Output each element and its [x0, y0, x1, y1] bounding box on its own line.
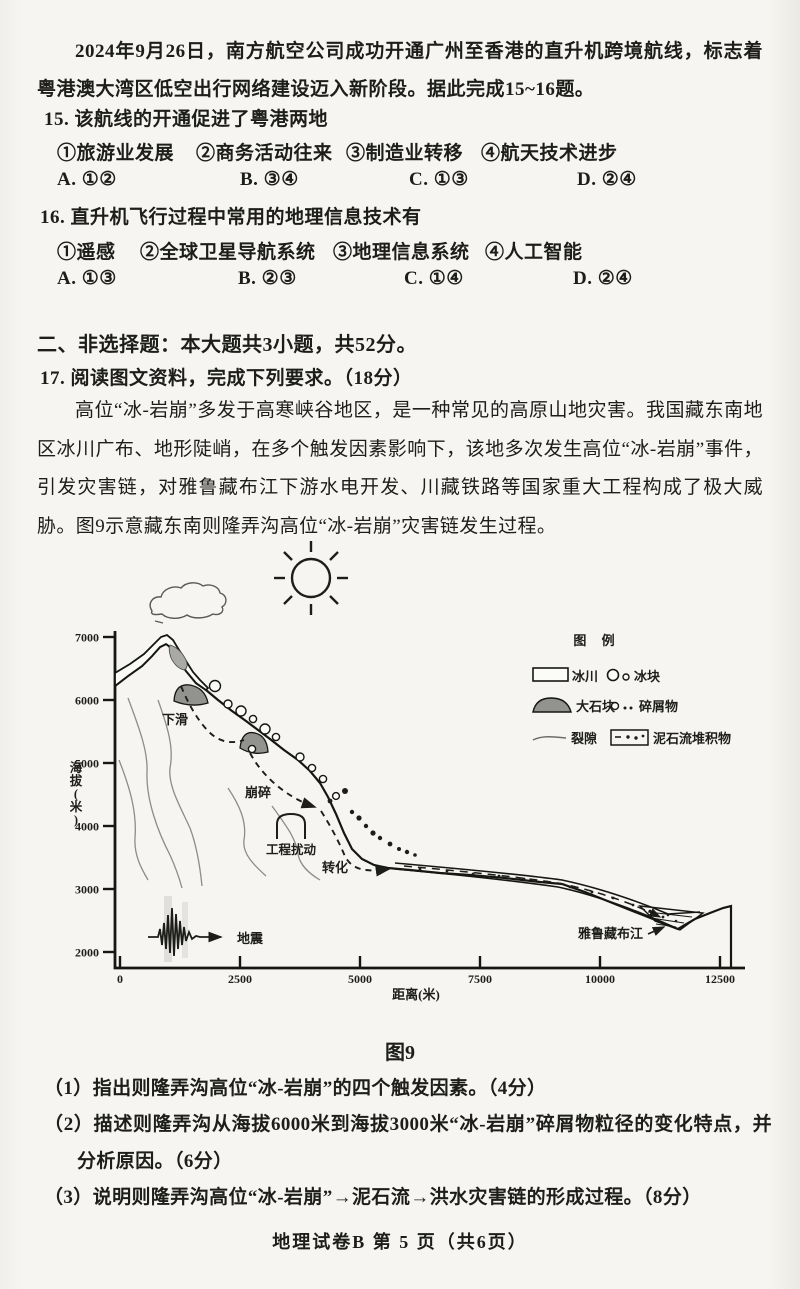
- transform-label: 转化: [322, 860, 348, 875]
- x-tick-label: 10000: [585, 972, 615, 986]
- river-shape: [638, 905, 705, 931]
- y-tick-label: 7000: [75, 631, 99, 645]
- engineering-label: 工程扰动: [266, 842, 317, 857]
- legend-fissure-swatch: [532, 736, 567, 741]
- earthquake-seismograph: 地震: [148, 896, 264, 962]
- intro-paragraph: 2024年9月26日，南方航空公司成功开通广州至香港的直升机跨境航线，标志着粤港…: [37, 41, 763, 100]
- figure-axes: [113, 631, 745, 970]
- legend-iceblock-swatch-small: [622, 673, 630, 681]
- legend-debris-swatch-dot2: [629, 706, 633, 710]
- x-tick-label: 2500: [228, 972, 252, 986]
- legend-deposit-swatch-dot3: [641, 734, 645, 738]
- q15-option-2: ②商务活动往来: [196, 143, 333, 164]
- x-tick-label: 0: [117, 972, 123, 986]
- fissure-lines: [118, 697, 321, 889]
- q15-choice-a: A. ①②: [57, 169, 117, 190]
- q17-stem: 17. 阅读图文资料，完成下列要求。（18分）: [40, 368, 413, 389]
- earthquake-label: 地震: [237, 931, 264, 946]
- tunnel-icon: [276, 812, 306, 839]
- q17-passage: 高位“冰-岩崩”多发于高寒峡谷地区，是一种常见的高原山地灾害。我国藏东南地区冰川…: [37, 400, 763, 537]
- y-tick-label: 3000: [75, 883, 99, 897]
- legend-debris-label: 碎屑物: [639, 699, 678, 714]
- y-axis-ticks: 7000 6000 5000 4000 3000 2000: [75, 631, 115, 960]
- ice-blocks: [208, 679, 341, 801]
- y-tick-label: 2000: [75, 946, 99, 960]
- q16-options-row: ①遥感 ②全球卫星导航系统 ③地理信息系统 ④人工智能: [0, 237, 800, 267]
- legend-deposit-swatch-dot1: [626, 735, 630, 739]
- legend-deposit-swatch-dot2: [634, 736, 638, 740]
- legend-glacier-label: 冰川: [572, 669, 598, 684]
- q16-choice-b: B. ②③: [238, 268, 297, 289]
- q15-choice-c: C. ①③: [409, 169, 469, 190]
- figure-legend: 图 例 冰川 冰块 大石块 碎屑物 裂隙 泥石流堆积物: [532, 633, 731, 746]
- section2-heading: 二、非选择题：本大题共3小题，共52分。: [37, 334, 417, 356]
- q15-choices-row: A. ①② B. ③④ C. ①③ D. ②④: [0, 168, 800, 198]
- q17-subquestion-2: （2）描述则隆弄沟从海拔6000米到海拔3000米“冰-岩崩”碎屑物粒径的变化特…: [44, 1114, 772, 1172]
- q15-choice-d: D. ②④: [577, 169, 637, 190]
- q15-option-4: ④航天技术进步: [481, 143, 618, 164]
- q15-stem: 15. 该航线的开通促进了粤港两地: [44, 109, 329, 130]
- fragment-label: 崩碎: [245, 785, 271, 800]
- slide-label: 下滑: [162, 712, 188, 727]
- sun-icon: [274, 541, 348, 615]
- legend-fissure-label: 裂隙: [570, 731, 597, 746]
- glacier-ice-mass: [168, 644, 188, 671]
- legend-glacier-swatch: [532, 667, 569, 682]
- page-footer: 地理试卷B 第 5 页（共6页）: [272, 1232, 528, 1252]
- glacier-shape: [114, 633, 210, 692]
- debris-dots: [327, 788, 417, 857]
- cloud-icon: [149, 582, 227, 624]
- q16-choice-c: C. ①④: [404, 268, 464, 289]
- q15-choice-b: B. ③④: [240, 169, 299, 190]
- river-label: 雅鲁藏布江: [578, 926, 643, 941]
- q16-choice-d: D. ②④: [573, 268, 633, 289]
- mountain-profile: [114, 642, 733, 967]
- q16-option-4: ④人工智能: [485, 242, 583, 263]
- legend-deposit-label: 泥石流堆积物: [653, 731, 731, 746]
- x-axis-ticks: 0 2500 5000 7500 10000 12500: [117, 956, 735, 986]
- y-tick-label: 4000: [75, 820, 99, 834]
- q16-stem: 16. 直升机飞行过程中常用的地理信息技术有: [40, 207, 422, 228]
- figure9-caption: 图9: [385, 1042, 415, 1064]
- y-tick-label: 6000: [75, 694, 99, 708]
- x-tick-label: 5000: [348, 972, 372, 986]
- q17-subquestion-1: （1）指出则隆弄沟高位“冰-岩崩”的四个触发因素。（4分）: [44, 1078, 547, 1099]
- q16-choices-row: A. ①③ B. ②③ C. ①④ D. ②④: [0, 267, 800, 297]
- q15-option-1: ①旅游业发展: [57, 143, 175, 164]
- q16-option-3: ③地理信息系统: [333, 242, 470, 263]
- q15-options-row: ①旅游业发展 ②商务活动往来 ③制造业转移 ④航天技术进步: [0, 138, 800, 168]
- q15-option-3: ③制造业转移: [346, 143, 464, 164]
- q16-option-1: ①遥感: [57, 242, 116, 263]
- q16-choice-a: A. ①③: [57, 268, 117, 289]
- legend-deposit-swatch: [610, 729, 649, 746]
- legend-debris-swatch-dot1: [623, 706, 627, 710]
- legend-iceblock-swatch-large: [606, 668, 620, 682]
- x-tick-label: 7500: [468, 972, 492, 986]
- legend-bigrock-label: 大石块: [576, 699, 616, 714]
- figure9-diagram: 7000 6000 5000 4000 3000 2000 0 2500 5000 7500 10…: [69, 541, 745, 1002]
- legend-iceblock-label: 冰块: [634, 669, 661, 684]
- river-label-arrow: [647, 926, 666, 936]
- legend-title: 图 例: [573, 633, 620, 648]
- avalanche-trajectories: [180, 685, 391, 877]
- y-tick-label: 5000: [75, 757, 99, 771]
- debris-flow-deposit: [394, 862, 701, 929]
- x-tick-label: 12500: [705, 972, 735, 986]
- legend-debris-swatch-circle: [610, 701, 620, 711]
- q17-subquestion-3: （3）说明则隆弄沟高位“冰-岩崩”→泥石流→洪水灾害链的形成过程。（8分）: [44, 1187, 702, 1208]
- q16-option-2: ②全球卫星导航系统: [140, 242, 316, 263]
- y-axis-title: 海拔(米): [69, 760, 83, 827]
- x-axis-title: 距离(米): [392, 987, 440, 1002]
- legend-bigrock-swatch: [532, 697, 572, 713]
